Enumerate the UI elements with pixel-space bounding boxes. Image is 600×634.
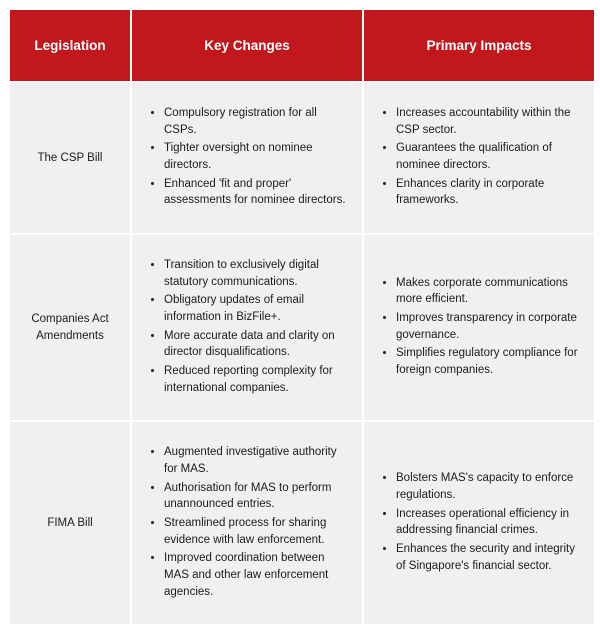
key-changes-cell: Compulsory registration for all CSPs.Tig… — [132, 83, 362, 233]
primary-impacts-cell: Increases accountability within the CSP … — [364, 83, 594, 233]
key-changes-list: Transition to exclusively digital statut… — [142, 257, 352, 396]
list-item: Streamlined process for sharing evidence… — [164, 515, 352, 548]
table-row: Companies Act Amendments Transition to e… — [10, 235, 594, 420]
key-changes-cell: Augmented investigative authority for MA… — [132, 422, 362, 624]
list-item: Transition to exclusively digital statut… — [164, 257, 352, 290]
primary-impacts-cell: Bolsters MAS's capacity to enforce regul… — [364, 422, 594, 624]
list-item: More accurate data and clarity on direct… — [164, 328, 352, 361]
primary-impacts-list: Bolsters MAS's capacity to enforce regul… — [374, 470, 584, 574]
list-item: Authorisation for MAS to perform unannou… — [164, 480, 352, 513]
header-primary-impacts: Primary Impacts — [364, 10, 594, 81]
key-changes-cell: Transition to exclusively digital statut… — [132, 235, 362, 420]
list-item: Compulsory registration for all CSPs. — [164, 105, 352, 138]
list-item: Tighter oversight on nominee directors. — [164, 140, 352, 173]
legislation-cell: FIMA Bill — [10, 422, 130, 624]
list-item: Enhances clarity in corporate frameworks… — [396, 176, 584, 209]
table-row: The CSP Bill Compulsory registration for… — [10, 83, 594, 233]
legislation-cell: The CSP Bill — [10, 83, 130, 233]
key-changes-list: Augmented investigative authority for MA… — [142, 444, 352, 600]
header-key-changes: Key Changes — [132, 10, 362, 81]
primary-impacts-cell: Makes corporate communications more effi… — [364, 235, 594, 420]
legislation-cell: Companies Act Amendments — [10, 235, 130, 420]
list-item: Enhanced 'fit and proper' assessments fo… — [164, 176, 352, 209]
list-item: Improved coordination between MAS and ot… — [164, 550, 352, 600]
list-item: Simplifies regulatory compliance for for… — [396, 345, 584, 378]
list-item: Improves transparency in corporate gover… — [396, 310, 584, 343]
table-header: Legislation Key Changes Primary Impacts — [10, 10, 594, 81]
list-item: Bolsters MAS's capacity to enforce regul… — [396, 470, 584, 503]
list-item: Obligatory updates of email information … — [164, 292, 352, 325]
list-item: Increases accountability within the CSP … — [396, 105, 584, 138]
list-item: Reduced reporting complexity for interna… — [164, 363, 352, 396]
table-body: The CSP Bill Compulsory registration for… — [10, 83, 594, 624]
primary-impacts-list: Makes corporate communications more effi… — [374, 275, 584, 379]
list-item: Augmented investigative authority for MA… — [164, 444, 352, 477]
list-item: Makes corporate communications more effi… — [396, 275, 584, 308]
table-row: FIMA Bill Augmented investigative author… — [10, 422, 594, 624]
key-changes-list: Compulsory registration for all CSPs.Tig… — [142, 105, 352, 209]
header-legislation: Legislation — [10, 10, 130, 81]
list-item: Increases operational efficiency in addr… — [396, 506, 584, 539]
list-item: Enhances the security and integrity of S… — [396, 541, 584, 574]
primary-impacts-list: Increases accountability within the CSP … — [374, 105, 584, 209]
list-item: Guarantees the qualification of nominee … — [396, 140, 584, 173]
legislation-table: Legislation Key Changes Primary Impacts … — [8, 8, 596, 626]
